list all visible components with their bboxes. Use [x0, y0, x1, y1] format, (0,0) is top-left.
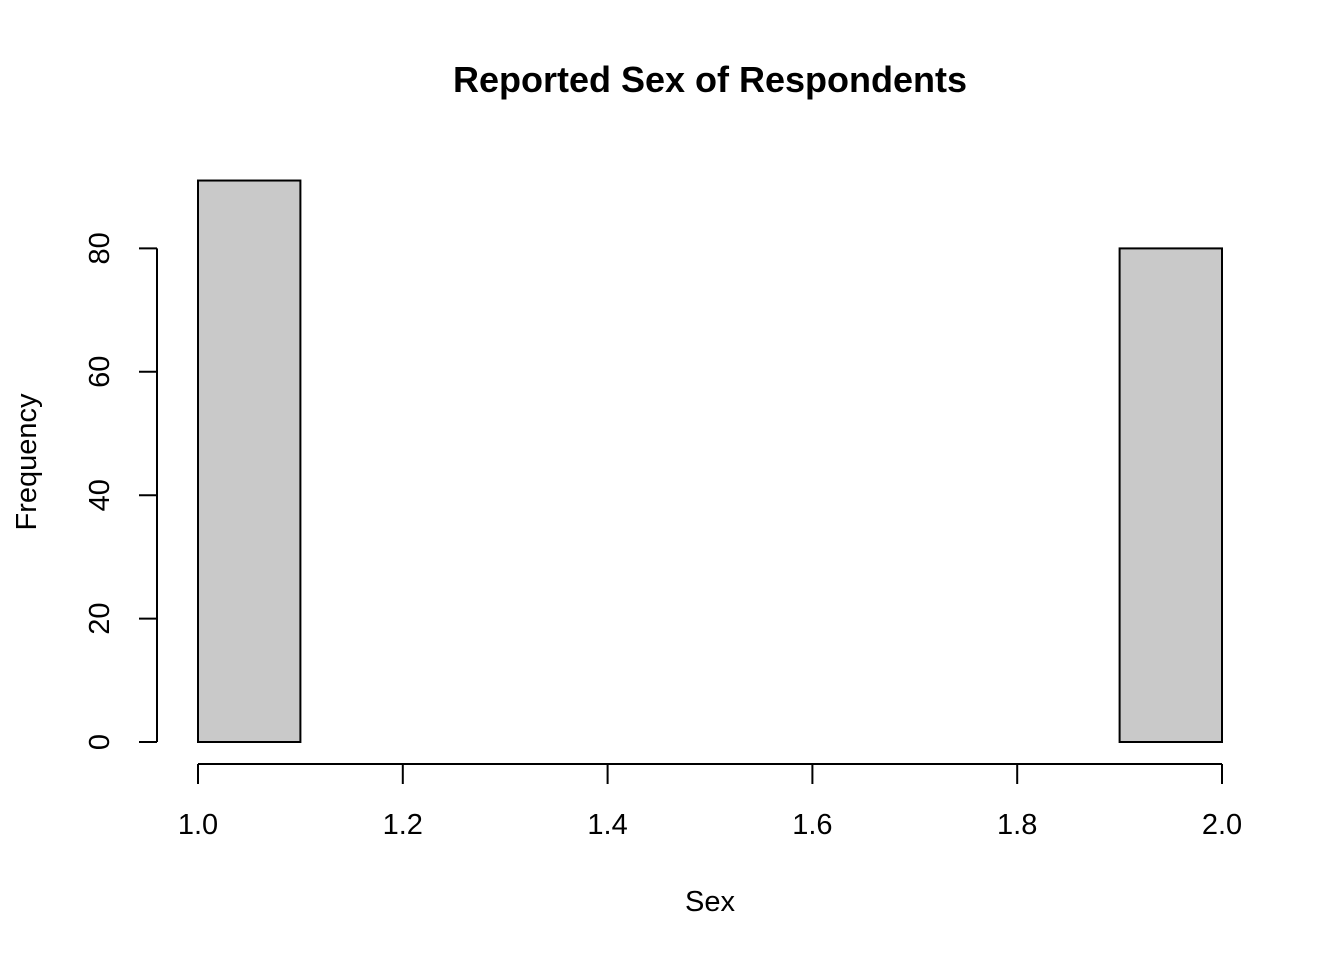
x-tick-label: 1.6: [792, 809, 832, 841]
x-tick-label: 2.0: [1202, 809, 1242, 841]
x-tick-label: 1.0: [178, 809, 218, 841]
x-axis-title: Sex: [685, 886, 735, 918]
chart-title: Reported Sex of Respondents: [453, 59, 967, 100]
y-tick-label: 80: [84, 232, 116, 264]
x-tick-label: 1.4: [587, 809, 627, 841]
x-tick-label: 1.2: [383, 809, 423, 841]
histogram-bar: [1118, 247, 1223, 743]
y-tick-label: 0: [84, 734, 116, 750]
y-tick-label: 60: [84, 356, 116, 388]
histogram-bar: [197, 179, 302, 743]
x-tick-label: 1.8: [997, 809, 1037, 841]
x-axis: 1.0 1.2 1.4 1.6 1.8 2.0: [178, 763, 1242, 841]
y-tick-label: 20: [84, 602, 116, 634]
y-axis-title: Frequency: [11, 393, 43, 531]
y-axis: 0 20 40 60 80: [84, 232, 158, 750]
y-tick-label: 40: [84, 479, 116, 511]
bars-layer: [197, 179, 1223, 743]
